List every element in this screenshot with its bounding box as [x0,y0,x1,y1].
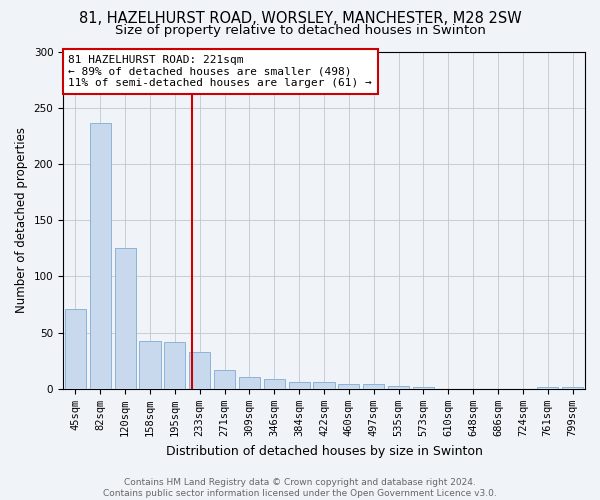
Y-axis label: Number of detached properties: Number of detached properties [15,127,28,313]
Text: Size of property relative to detached houses in Swinton: Size of property relative to detached ho… [115,24,485,37]
Bar [239,376,260,389]
Bar [264,379,285,389]
Bar [313,382,335,389]
Bar [388,386,409,389]
Bar [562,386,583,389]
Text: Contains HM Land Registry data © Crown copyright and database right 2024.
Contai: Contains HM Land Registry data © Crown c… [103,478,497,498]
X-axis label: Distribution of detached houses by size in Swinton: Distribution of detached houses by size … [166,444,482,458]
Bar [189,352,210,389]
Bar [65,309,86,389]
Bar [338,384,359,389]
Text: 81 HAZELHURST ROAD: 221sqm
← 89% of detached houses are smaller (498)
11% of sem: 81 HAZELHURST ROAD: 221sqm ← 89% of deta… [68,55,372,88]
Bar [537,386,558,389]
Bar [164,342,185,389]
Bar [90,124,111,389]
Bar [289,382,310,389]
Bar [139,340,161,389]
Bar [363,384,384,389]
Text: 81, HAZELHURST ROAD, WORSLEY, MANCHESTER, M28 2SW: 81, HAZELHURST ROAD, WORSLEY, MANCHESTER… [79,11,521,26]
Bar [115,248,136,389]
Bar [214,370,235,389]
Bar [413,386,434,389]
